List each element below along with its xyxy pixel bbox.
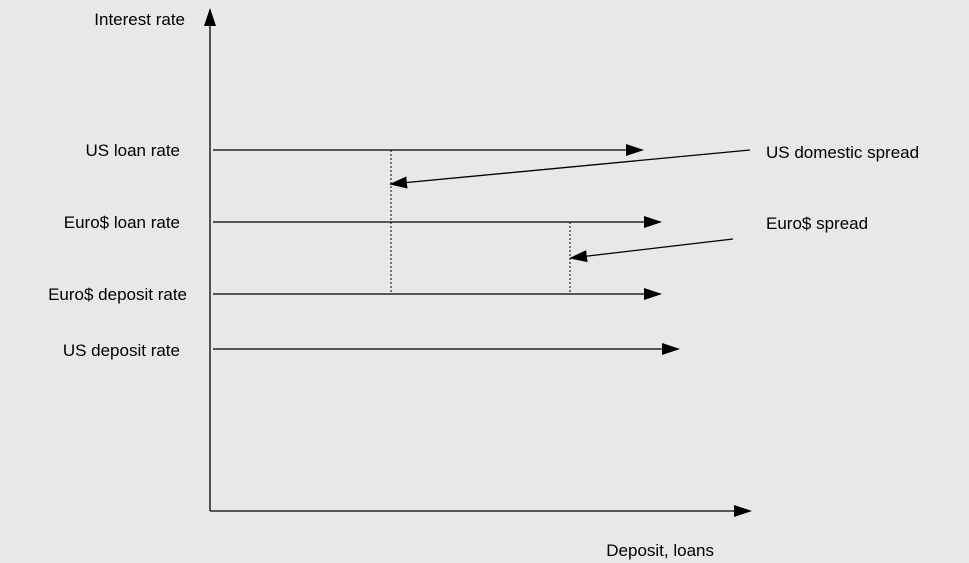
euro-spread-label: Euro$ spread: [766, 214, 868, 233]
us-domestic-spread-label: US domestic spread: [766, 143, 919, 162]
y-axis-label: Interest rate: [94, 10, 185, 29]
us-domestic-spread-pointer: [389, 149, 751, 189]
us-loan-rate-label: US loan rate: [86, 141, 181, 160]
us-deposit-rate-label: US deposit rate: [63, 341, 180, 360]
x-axis-label: Deposit, loans: [606, 541, 714, 560]
euro-loan-rate-label: Euro$ loan rate: [64, 213, 180, 232]
euro-spread-pointer: [569, 238, 734, 263]
euro-deposit-rate-label: Euro$ deposit rate: [48, 285, 187, 304]
